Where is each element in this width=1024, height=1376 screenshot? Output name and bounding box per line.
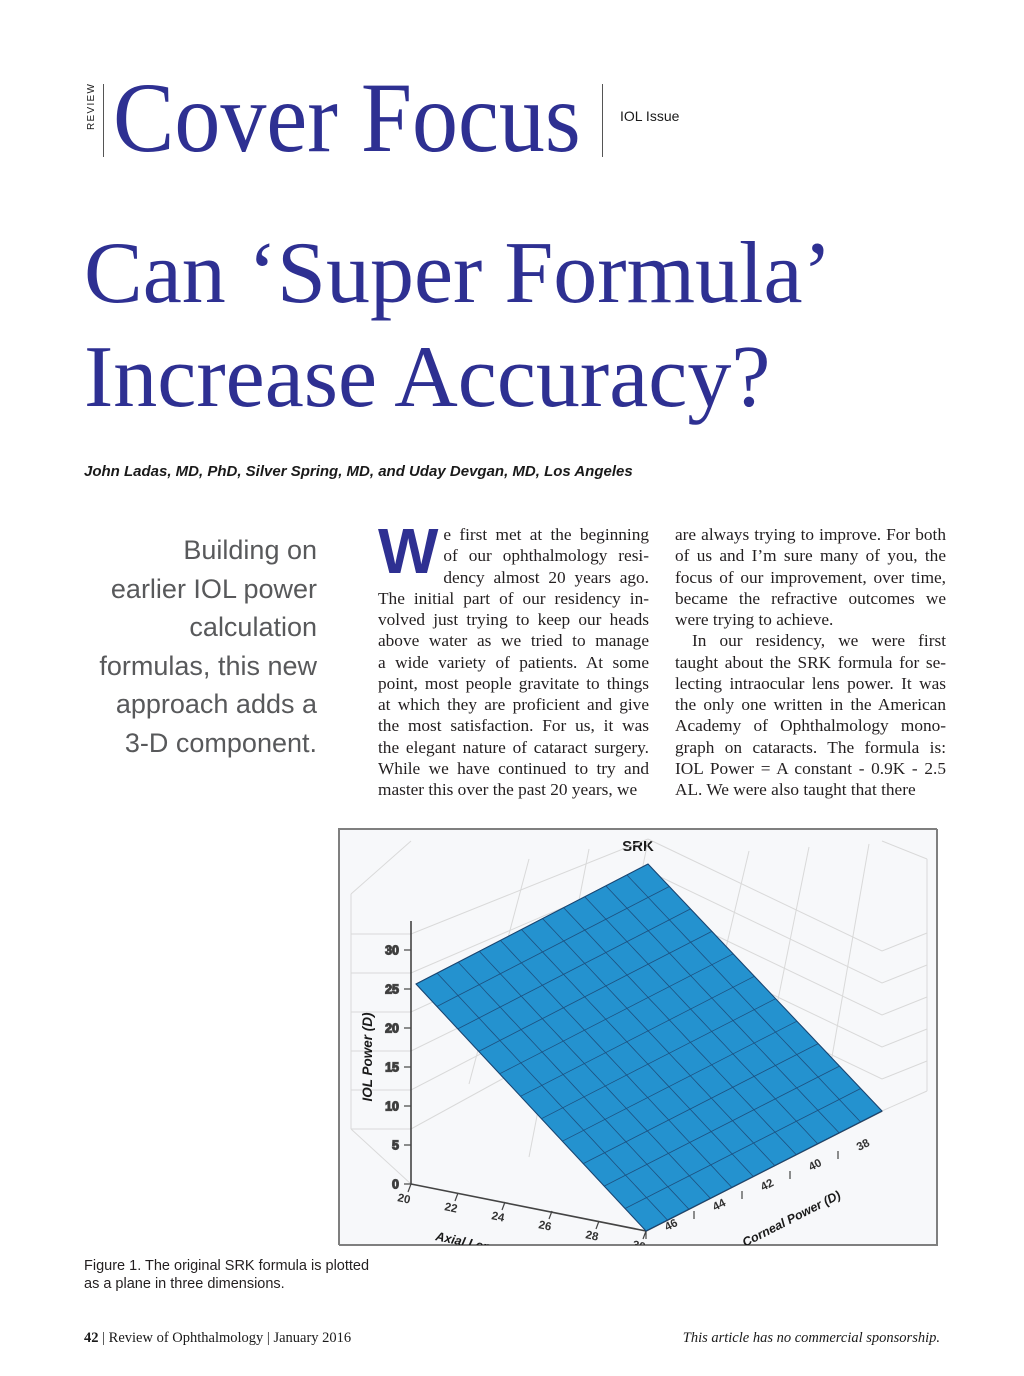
svg-text:26: 26 — [537, 1219, 552, 1233]
svg-text:44: 44 — [711, 1197, 728, 1214]
svg-text:IOL Power (D): IOL Power (D) — [360, 1012, 375, 1102]
svg-text:5: 5 — [392, 1139, 399, 1153]
svg-text:30: 30 — [385, 944, 399, 958]
svg-text:42: 42 — [759, 1177, 776, 1194]
svg-text:40: 40 — [807, 1157, 824, 1174]
svg-text:30: 30 — [631, 1239, 646, 1246]
svg-text:SRK: SRK — [622, 838, 654, 855]
svg-text:28: 28 — [584, 1229, 600, 1244]
svg-text:15: 15 — [385, 1061, 399, 1075]
svg-text:20: 20 — [396, 1192, 411, 1206]
svg-text:20: 20 — [385, 1022, 399, 1036]
svg-text:38: 38 — [855, 1137, 872, 1154]
svg-text:0: 0 — [392, 1178, 399, 1192]
svg-text:10: 10 — [385, 1100, 399, 1114]
svg-text:Corneal Power (D): Corneal Power (D) — [740, 1188, 843, 1246]
svg-text:22: 22 — [443, 1201, 458, 1215]
svg-text:25: 25 — [385, 983, 399, 997]
svg-text:Axial Length (mm): Axial Length (mm) — [433, 1229, 544, 1246]
svg-text:24: 24 — [490, 1210, 506, 1225]
